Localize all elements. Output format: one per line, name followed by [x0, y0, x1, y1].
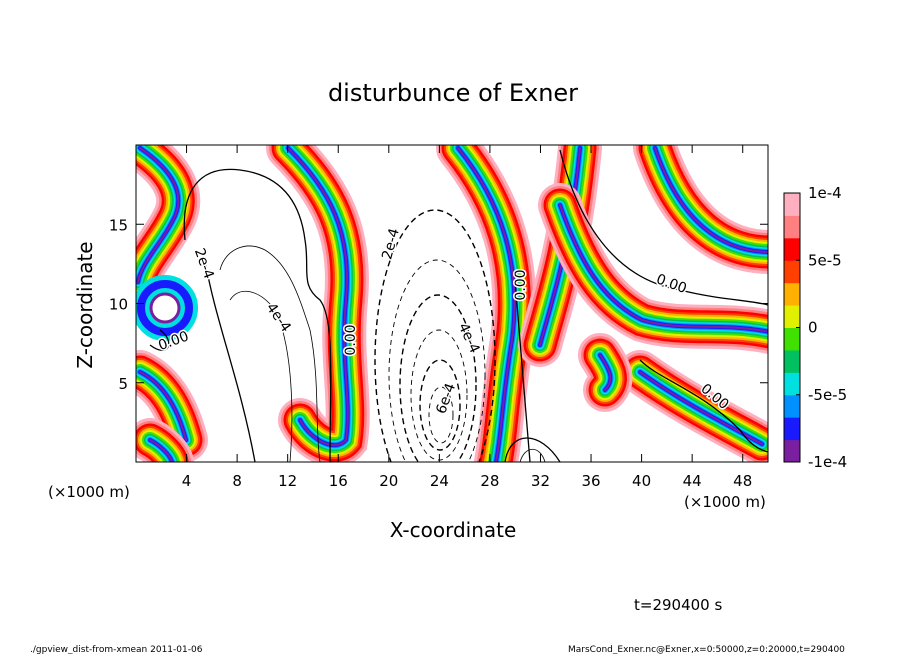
colorbar-swatch: [784, 305, 800, 328]
contour-label: 4e-4: [263, 300, 294, 335]
x-tick-label: 16: [329, 472, 348, 490]
contour-label: 2e-4: [379, 227, 403, 262]
field-band: [654, 147, 768, 253]
contour-label: 0.00: [654, 271, 689, 297]
colorbar-tick-label: -5e-5: [808, 386, 847, 404]
y-tick-label: 15: [109, 216, 128, 234]
contour-label: 6e-4: [433, 381, 459, 416]
field-band: [137, 147, 180, 283]
x-tick-label: 40: [632, 472, 651, 490]
colorbar-swatch: [784, 193, 800, 216]
y-tick-label: 5: [118, 375, 128, 393]
x-tick-label: 44: [683, 472, 702, 490]
colorbar-tick-label: 0: [808, 319, 818, 337]
contour-label: 4e-4: [455, 321, 483, 356]
colorbar-tick-label: 1e-4: [808, 184, 842, 202]
field-band: [149, 439, 173, 462]
x-tick-label: 48: [733, 472, 752, 490]
colorbar-swatch: [784, 327, 800, 351]
contour-label: 0.00: [513, 269, 529, 300]
footer-right: MarsCond_Exner.nc@Exner,x=0:50000,z=0:20…: [568, 645, 845, 654]
x-tick-label: 36: [581, 472, 600, 490]
contour-lines: [149, 149, 768, 462]
x-axis-label: X-coordinate: [390, 518, 517, 542]
colorbar-tick-label: -1e-4: [808, 453, 847, 471]
field-band: [287, 147, 349, 447]
y-axis-unit: (×1000 m): [48, 483, 130, 501]
y-tick-label: 10: [109, 296, 128, 314]
y-axis-label: Z-coordinate: [73, 241, 97, 368]
colorbar-swatch: [784, 237, 800, 261]
field-ring: [149, 292, 181, 324]
x-tick-label: 28: [480, 472, 499, 490]
colorbar-swatch: [784, 417, 800, 441]
x-tick-label: 20: [379, 472, 398, 490]
field-band: [639, 371, 763, 445]
x-tick-label: 12: [278, 472, 297, 490]
contour-field: [136, 145, 768, 462]
contour-label: 2e-4: [191, 246, 217, 281]
colorbar-swatch: [784, 349, 800, 373]
time-label: t=290400 s: [634, 596, 722, 614]
x-tick-label: 32: [531, 472, 550, 490]
chart-title: disturbunce of Exner: [328, 79, 578, 107]
contour-label: 0.00: [343, 324, 359, 355]
colorbar-swatch: [784, 372, 800, 396]
colorbar-swatch: [784, 439, 800, 463]
x-tick-label: 4: [182, 472, 192, 490]
colorbar-swatch: [784, 215, 800, 239]
footer-left: ./gpview_dist-from-xmean 2011-01-06: [30, 645, 203, 654]
colorbar-swatch: [784, 260, 800, 284]
field-band: [599, 354, 612, 391]
x-tick-label: 24: [430, 472, 449, 490]
x-axis-unit: (×1000 m): [684, 493, 766, 511]
field-band: [457, 147, 516, 462]
colorbar-swatch: [784, 282, 800, 306]
colorbar-swatch: [784, 394, 800, 418]
field-band: [139, 371, 187, 441]
field-band: [559, 204, 768, 333]
field-band: [539, 147, 581, 346]
field-ring: [137, 280, 193, 336]
x-tick-label: 8: [232, 472, 242, 490]
colorbar-tick-label: 5e-5: [808, 251, 842, 269]
